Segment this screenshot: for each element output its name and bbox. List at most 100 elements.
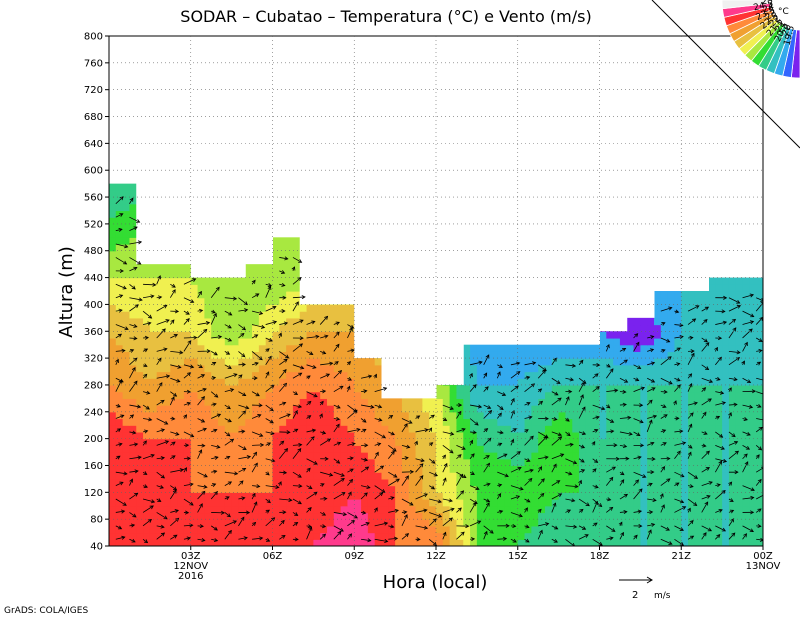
temperature-cell	[742, 525, 750, 534]
temperature-cell	[258, 492, 267, 500]
temperature-cell	[749, 344, 757, 352]
temperature-cell	[708, 519, 716, 527]
temperature-cell	[381, 452, 389, 460]
temperature-cell	[647, 384, 655, 393]
temperature-cell	[619, 405, 628, 413]
temperature-cell	[327, 458, 335, 467]
temperature-cell	[476, 411, 485, 420]
temperature-cell	[286, 458, 294, 467]
temperature-cell	[149, 344, 158, 352]
temperature-cell	[626, 405, 635, 413]
temperature-cell	[177, 358, 185, 366]
temperature-cell	[197, 465, 205, 473]
temperature-cell	[340, 405, 349, 413]
temperature-cell	[258, 532, 267, 540]
temperature-cell	[115, 324, 124, 332]
temperature-cell	[231, 405, 240, 413]
temperature-cell	[340, 445, 349, 453]
temperature-cell	[367, 405, 376, 413]
temperature-cell	[109, 405, 117, 413]
temperature-cell	[463, 445, 471, 453]
temperature-cell	[408, 418, 417, 426]
temperature-cell	[401, 492, 410, 500]
temperature-cell	[238, 458, 246, 467]
temperature-cell	[327, 304, 335, 312]
temperature-cell	[313, 405, 321, 413]
temperature-cell	[340, 371, 349, 379]
temperature-cell	[333, 311, 342, 319]
temperature-cell	[715, 317, 723, 326]
temperature-cell	[660, 297, 669, 306]
temperature-cell	[299, 384, 308, 393]
temperature-cell	[143, 438, 151, 446]
temperature-cell	[238, 284, 246, 292]
temperature-cell	[122, 472, 131, 480]
temperature-cell	[218, 304, 226, 312]
temperature-cell	[517, 351, 526, 359]
temperature-cell	[667, 499, 676, 507]
temperature-cell	[701, 378, 710, 386]
temperature-cell	[163, 331, 171, 339]
temperature-cell	[749, 492, 757, 500]
temperature-cell	[449, 418, 458, 426]
temperature-cell	[633, 425, 641, 433]
temperature-cell	[463, 519, 471, 527]
temperature-cell	[149, 391, 158, 399]
temperature-cell	[640, 391, 648, 399]
temperature-cell	[579, 384, 587, 393]
temperature-cell	[299, 411, 308, 420]
temperature-cell	[497, 499, 505, 507]
temperature-cell	[265, 445, 274, 453]
temperature-cell	[292, 250, 301, 259]
temperature-cell	[231, 378, 240, 386]
temperature-cell	[756, 465, 763, 473]
temperature-cell	[245, 371, 253, 379]
temperature-cell	[313, 344, 321, 352]
temperature-cell	[579, 458, 587, 467]
temperature-cell	[238, 431, 246, 440]
temperature-cell	[156, 317, 165, 326]
temperature-cell	[660, 324, 669, 332]
temperature-cell	[258, 331, 267, 339]
temperature-cell	[245, 331, 253, 339]
temperature-cell	[681, 485, 689, 493]
temperature-cell	[688, 438, 696, 446]
temperature-cell	[667, 311, 676, 319]
temperature-cell	[694, 438, 703, 446]
temperature-cell	[606, 532, 614, 540]
temperature-cell	[347, 391, 355, 399]
temperature-cell	[510, 532, 519, 540]
temperature-cell	[258, 525, 267, 534]
temperature-cell	[374, 485, 383, 493]
temperature-cell	[722, 398, 730, 406]
temperature-cell	[613, 472, 621, 480]
temperature-cell	[320, 311, 328, 319]
temperature-cell	[374, 525, 383, 534]
temperature-cell	[197, 492, 205, 500]
temperature-cell	[333, 512, 342, 520]
temperature-cell	[361, 458, 369, 467]
temperature-cell	[715, 499, 723, 507]
temperature-cell	[258, 405, 267, 413]
temperature-cell	[722, 425, 730, 433]
temperature-cell	[197, 317, 205, 326]
temperature-cell	[694, 431, 703, 440]
temperature-cell	[572, 445, 580, 453]
temperature-cell	[224, 371, 233, 379]
temperature-cell	[122, 505, 131, 514]
temperature-cell	[572, 539, 580, 546]
temperature-cell	[292, 244, 301, 252]
temperature-cell	[660, 311, 669, 319]
temperature-cell	[654, 351, 662, 359]
temperature-cell	[361, 492, 369, 500]
temperature-cell	[708, 499, 716, 507]
temperature-cell	[531, 351, 539, 359]
temperature-cell	[129, 344, 137, 352]
temperature-cell	[647, 445, 655, 453]
temperature-cell	[422, 398, 430, 406]
temperature-cell	[143, 277, 151, 285]
temperature-cell	[109, 291, 117, 299]
temperature-cell	[272, 358, 280, 366]
temperature-cell	[674, 492, 682, 500]
temperature-cell	[551, 505, 560, 514]
